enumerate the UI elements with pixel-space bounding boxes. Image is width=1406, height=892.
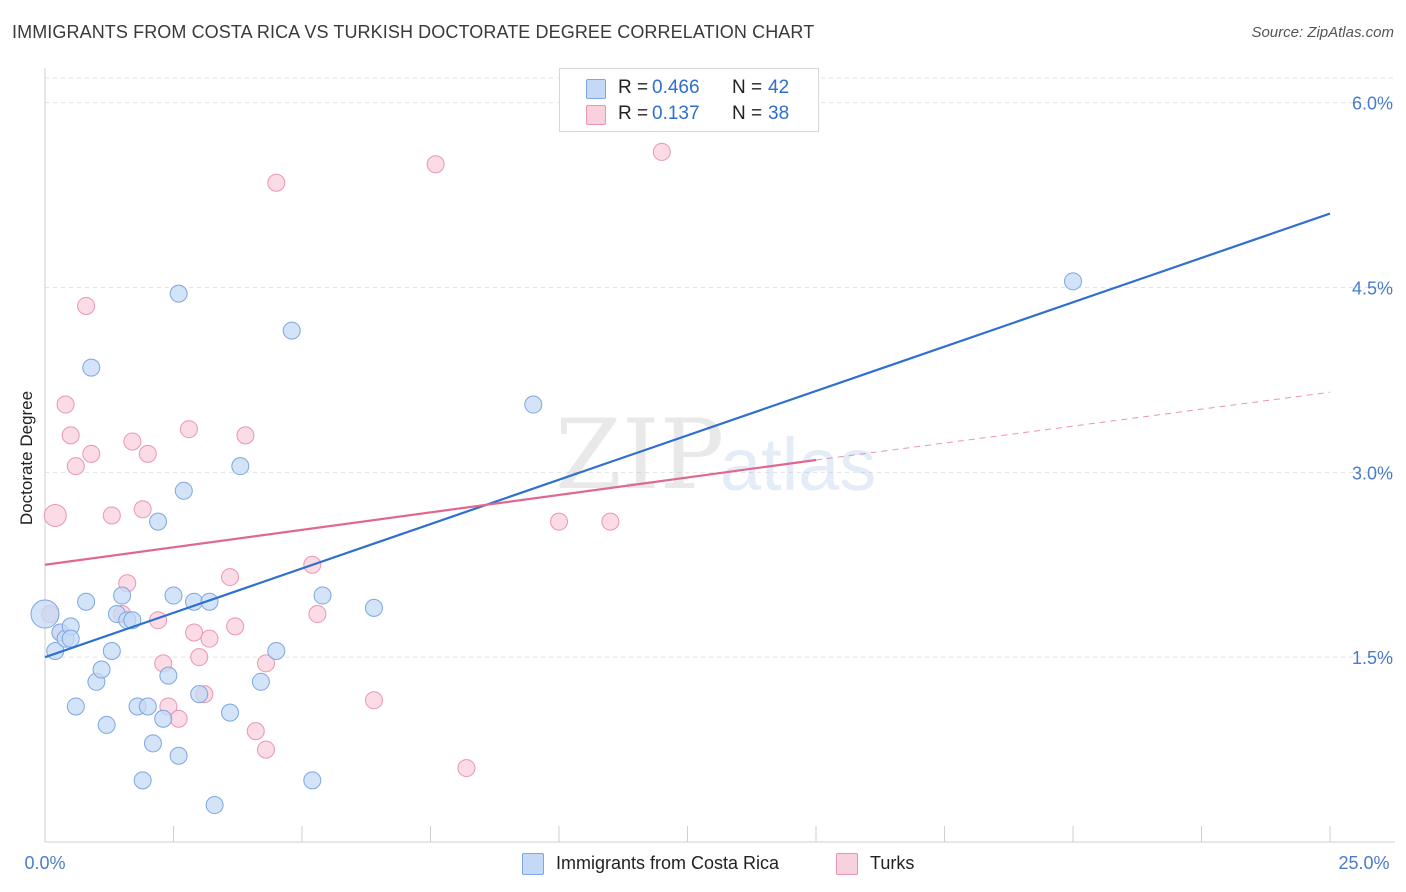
watermark-atlas: atlas [720,423,876,506]
point-costa-rica [149,512,168,531]
legend-swatch-blue [586,79,606,99]
y-tick-label: 4.5% [1352,278,1393,298]
trend-line-turks [44,458,817,566]
legend-n-value: 38 [768,103,790,124]
y-tick-label: 1.5% [1352,648,1393,668]
point-costa-rica [169,746,188,765]
point-turks [257,740,276,759]
watermark-zip: ZIP [555,399,724,511]
point-turks [138,444,157,463]
point-turks [133,500,152,519]
bottom-legend-label: Turks [870,853,915,873]
bottom-legend-label: Immigrants from Costa Rica [556,853,780,873]
point-costa-rica [113,586,132,605]
bottom-legend-swatch-pink [836,853,858,875]
point-costa-rica [231,457,250,476]
point-turks [56,395,75,414]
point-costa-rica [138,697,157,716]
point-costa-rica [169,284,188,303]
y-tick-label: 6.0% [1352,94,1393,114]
point-turks [200,629,219,648]
point-turks [190,648,209,667]
point-costa-rica [61,629,80,648]
legend-n-label: N = [732,103,763,124]
point-costa-rica [174,481,193,500]
point-costa-rica [200,592,219,611]
trend-line-turks-extension [815,391,1331,461]
point-turks [246,722,265,741]
point-costa-rica [30,599,60,629]
point-costa-rica [66,697,85,716]
point-turks [267,173,286,192]
point-turks [185,623,204,642]
chart-title: IMMIGRANTS FROM COSTA RICA VS TURKISH DO… [12,22,815,42]
legend-r-value: 0.137 [652,103,700,124]
point-turks [82,444,101,463]
point-costa-rica [143,734,162,753]
point-turks [236,426,255,445]
point-turks [102,506,121,525]
point-turks [123,432,142,451]
point-turks [364,691,383,710]
trend-line-costa-rica [44,212,1331,659]
point-turks [457,759,476,778]
trend-lines [44,212,1331,659]
point-turks [77,296,96,315]
point-costa-rica [82,358,101,377]
legend-r-value: 0.466 [652,77,700,98]
point-costa-rica [164,586,183,605]
point-costa-rica [364,598,383,617]
legend-r-label: R = [618,103,649,124]
point-turks [43,503,67,527]
source-label: Source: ZipAtlas.com [1251,24,1394,41]
legend-r-label: R = [618,77,649,98]
axes [44,68,1395,843]
point-turks [652,142,671,161]
watermark: ZIP atlas [555,399,876,511]
point-turks [66,457,85,476]
point-turks [61,426,80,445]
y-tick-label: 3.0% [1352,463,1393,483]
point-costa-rica [159,666,178,685]
point-costa-rica [92,660,111,679]
point-costa-rica [1064,272,1082,291]
gridlines [45,77,1395,658]
point-turks [221,568,240,587]
point-costa-rica [524,395,543,414]
point-turks [169,709,188,728]
legend-box: R = 0.466 N = 42 R = 0.137 N = 38 [559,68,819,132]
point-costa-rica [267,642,286,660]
point-turks [179,420,198,439]
legend-swatch-pink [586,105,606,125]
point-costa-rica [77,592,96,611]
point-costa-rica [190,685,209,704]
bottom-legend-swatch-blue [522,853,544,875]
x-tick-label-max: 25.0% [1338,853,1389,873]
point-costa-rica [133,771,152,790]
point-costa-rica [282,321,301,340]
series-turks [41,142,671,778]
point-turks [257,654,276,673]
point-costa-rica [205,796,224,815]
point-costa-rica [313,586,332,605]
point-costa-rica [303,771,322,790]
point-turks [426,155,445,174]
x-tick-label-min: 0.0% [24,853,65,873]
point-turks [226,617,245,636]
point-turks [601,512,620,531]
point-costa-rica [102,642,121,660]
legend-n-label: N = [732,77,763,98]
point-costa-rica [251,672,270,691]
point-costa-rica [221,703,240,722]
point-turks [308,605,327,624]
point-turks [550,512,568,531]
point-costa-rica [97,715,116,734]
point-costa-rica [154,709,173,728]
legend-n-value: 42 [768,77,790,98]
tick-labels: 1.5% 3.0% 4.5% 6.0% 0.0% 25.0% [24,94,1393,873]
